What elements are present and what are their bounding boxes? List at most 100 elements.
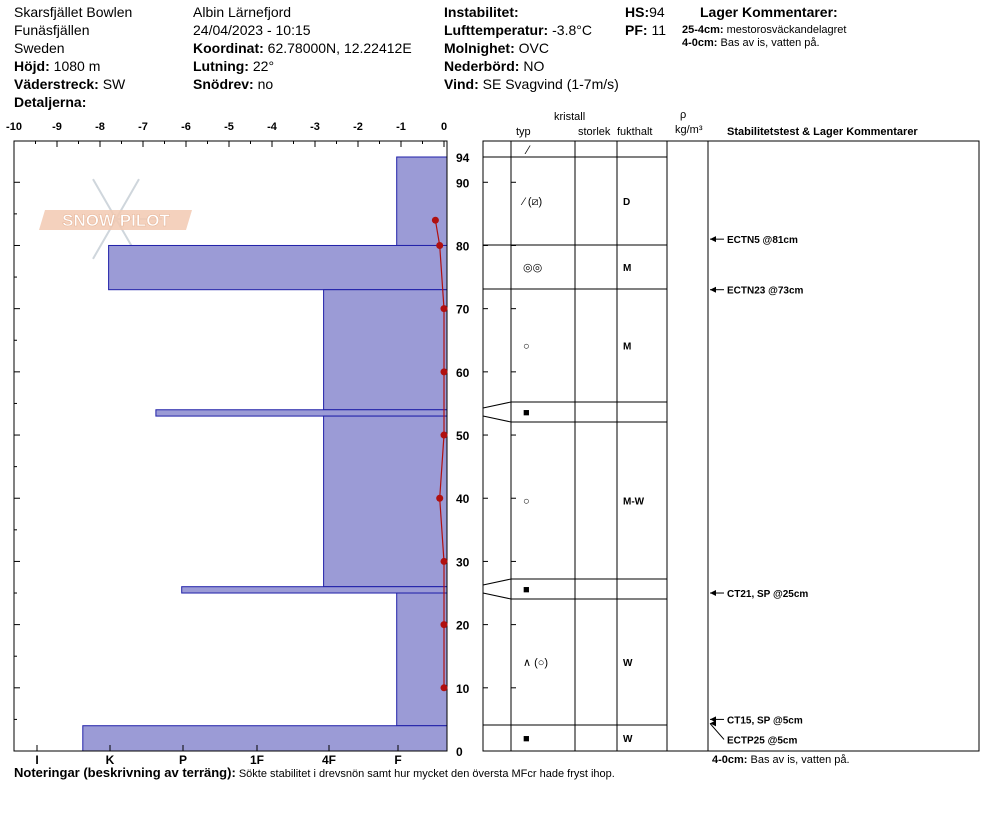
coord-row: Koordinat: 62.78000N, 12.22412E [193,40,412,56]
sky-label: Molnighet: [444,40,515,56]
chart-frame: -10 -9 -8 -7 -6 -5 -4 -3 -2 -1 0949080706050403020… [6,121,470,767]
details-label: Detaljerna: [14,94,87,110]
stability-test-label: CT15, SP @5cm [727,715,803,726]
airtemp-row: Lufttemperatur: -3.8°C [444,22,592,38]
notes-label: Noteringar (beskrivning av terräng): [14,765,236,780]
temperature-point [440,431,448,439]
stability-test-label: ECTP25 @5cm [727,735,797,746]
layer-comment-1-range: 25-4cm: [682,24,724,36]
layer-type-symbol: ○ [523,496,530,508]
region: Funäsfjällen [14,22,90,38]
temperature-point [440,305,448,313]
sky-value: OVC [518,40,549,56]
temperature-profile [431,216,448,692]
location: Skarsfjället Bowlen [14,4,133,20]
hardness-tick-label: 1F [250,753,264,767]
slope-row: Lutning: 22° [193,58,274,74]
temperature-point [436,241,444,249]
logo-text: SNOW PILOT [62,211,170,230]
hardness-bar-0 [396,156,448,246]
stability-test-label: CT21, SP @25cm [727,589,808,600]
sky-row: Molnighet: OVC [444,40,549,56]
hardness-tick-label: K [106,753,115,767]
temperature-point [440,684,448,692]
layer-type-symbol: ■ [523,584,530,596]
precip-value: NO [523,58,545,74]
layer-moisture-label: M [623,263,631,274]
hs-row: HS:94 [625,4,665,20]
stability-test-arrow [710,590,716,597]
layer-comment-1-text: mestorosväckandelagret [726,24,847,36]
precip-row: Nederbörd: NO [444,58,544,74]
profile-frame [13,140,448,752]
hardness-bar-5 [181,586,448,594]
snowpilot-logo: SNOW PILOT [39,178,192,260]
layer-moisture-label: M-W [623,497,645,508]
height-tick-label: 70 [456,303,470,317]
layer-moisture-label: D [623,197,630,208]
bottom-comment: 4-0cm: Bas av is, vatten på. [712,754,850,767]
temp-tick-label: -9 [52,121,62,133]
temp-tick-label: -8 [95,121,105,133]
temperature-point [440,368,448,376]
height-tick-label: 94 [456,151,470,165]
airtemp-value: -3.8°C [552,22,592,38]
stability-test-label: ECTN5 @81cm [727,235,798,246]
temp-tick-label: -10 [6,121,22,133]
drift-value: no [257,76,274,92]
temp-tick-label: 0 [441,121,447,133]
temperature-point [436,494,444,502]
layer-moisture-label: W [623,658,633,669]
temp-tick-label: -2 [353,121,363,133]
hardness-tick-label: F [394,753,401,767]
hardness-bar-6 [396,592,448,727]
elevation-value: 1080 m [53,58,101,74]
aspect-row: Väderstreck: SW [14,76,125,92]
hardness-bar-1 [108,244,448,291]
precip-label: Nederbörd: [444,58,520,74]
type-header: typ [516,126,531,138]
height-tick-label: 40 [456,492,470,506]
pf-label: PF: [625,22,648,38]
datetime: 24/04/2023 - 10:15 [193,22,311,38]
temperature-point [431,216,439,224]
drift-row: Snödrev: no [193,76,273,92]
country: Sweden [14,40,65,56]
hardness-bar-7 [82,725,448,752]
layer-table: ⁄ ⁄ (⧄) D ◎◎ M ○ M ■ ○ M-W ■ ∧ (○) W ■ W [482,140,980,752]
temp-tick-label: -4 [267,121,278,133]
height-tick-label: 30 [456,555,470,569]
slope-label: Lutning: [193,58,249,74]
surface-type-symbol: ⁄ [524,143,531,157]
layer-boundary [482,401,667,409]
hardness-tick-label: 4F [322,753,336,767]
layer-boundary [482,415,667,423]
stability-test-leader [709,723,725,740]
layer-type-symbol: ○ [523,341,530,353]
layer-type-symbol: ⁄ (⧄) [520,196,542,208]
temperature-point [440,621,448,629]
wind-row: Vind: SE Svagvind (1-7m/s) [444,76,619,92]
height-tick-label: 90 [456,176,470,190]
wind-label: Vind: [444,76,479,92]
bottom-comment-text: Bas av is, vatten på. [750,754,850,766]
aspect-label: Väderstreck: [14,76,99,92]
stability-test-label: ECTN23 @73cm [727,286,804,297]
layer-comment-1: 25-4cm: mestorosväckandelagret [682,24,846,37]
hardness-bar-3 [155,409,448,417]
layer-type-symbol: ∧ (○) [523,657,548,669]
layer-comment-2: 4-0cm: Bas av is, vatten på. [682,37,820,50]
height-tick-label: 20 [456,619,470,633]
table-frame [482,140,980,752]
hardness-tick-label: I [35,753,38,767]
instability-row: Instabilitet: [444,4,519,20]
height-tick-label: 0 [456,745,463,759]
wind-value: SE Svagvind (1-7m/s) [482,76,619,92]
slope-value: 22° [252,58,275,74]
elevation-label: Höjd: [14,58,50,74]
layer-comment-2-range: 4-0cm: [682,37,718,49]
notes-text: Sökte stabilitet i drevsnön samt hur myc… [238,768,615,780]
layer-boundary [482,578,667,586]
temp-tick-label: -5 [224,121,234,133]
